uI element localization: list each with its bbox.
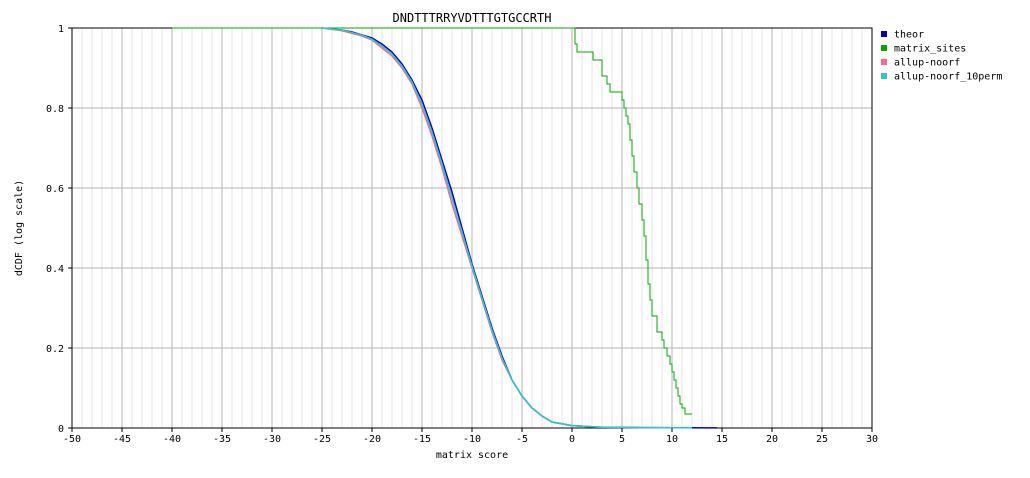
series-layer bbox=[172, 27, 718, 429]
x-tick-label: 25 bbox=[816, 434, 828, 445]
x-tick-label: -40 bbox=[163, 434, 181, 445]
y-axis-title: dCDF (log scale) bbox=[14, 180, 25, 276]
legend-swatch bbox=[881, 59, 887, 65]
x-tick-label: 0 bbox=[569, 434, 575, 445]
x-tick-label: -20 bbox=[363, 434, 381, 445]
x-axis-ticks: -50 -45 -40 -35 -30 -25 -20 -15 -10 -5 0 5 10 15 20 25 3… bbox=[63, 428, 878, 445]
legend-swatch bbox=[881, 73, 887, 79]
y-tick-label: 0.8 bbox=[46, 104, 64, 115]
legend-swatch bbox=[881, 45, 887, 51]
x-tick-label: -45 bbox=[113, 434, 131, 445]
x-tick-label: 5 bbox=[619, 434, 625, 445]
legend-label: matrix_sites bbox=[894, 44, 966, 55]
y-tick-label: 0.6 bbox=[46, 184, 64, 195]
x-axis-title: matrix score bbox=[436, 450, 508, 461]
x-tick-label: 20 bbox=[766, 434, 778, 445]
x-tick-label: 15 bbox=[716, 434, 728, 445]
y-tick-label: 0 bbox=[58, 424, 64, 435]
x-tick-label: 10 bbox=[666, 434, 678, 445]
series-line-allup-noorf-10perm bbox=[321, 27, 693, 429]
y-tick-label: 0.2 bbox=[46, 344, 64, 355]
x-tick-label: -5 bbox=[516, 434, 528, 445]
minor-grid bbox=[81, 28, 863, 428]
legend-label: allup-noorf bbox=[894, 58, 960, 69]
x-tick-label: -10 bbox=[463, 434, 481, 445]
legend-swatch bbox=[881, 31, 887, 37]
x-tick-label: -50 bbox=[63, 434, 81, 445]
y-tick-label: 1 bbox=[58, 24, 64, 35]
legend-label: allup-noorf_10perm bbox=[894, 72, 1002, 83]
x-tick-label: -35 bbox=[213, 434, 231, 445]
series-line-matrix-sites bbox=[172, 27, 692, 415]
chart-title: DNDTTTRRYVDTTTGTGCCRTH bbox=[393, 11, 552, 25]
legend-label: theor bbox=[894, 30, 924, 41]
x-tick-label: -30 bbox=[263, 434, 281, 445]
y-axis-ticks: 0 0.2 0.4 0.6 0.8 1 bbox=[46, 24, 72, 435]
y-tick-label: 0.4 bbox=[46, 264, 64, 275]
x-tick-label: -25 bbox=[313, 434, 331, 445]
series-line-theor bbox=[321, 27, 718, 429]
x-tick-label: -15 bbox=[413, 434, 431, 445]
x-tick-label: 30 bbox=[866, 434, 878, 445]
legend: theor matrix_sites allup-noorf allup-noorf_… bbox=[881, 30, 1002, 83]
